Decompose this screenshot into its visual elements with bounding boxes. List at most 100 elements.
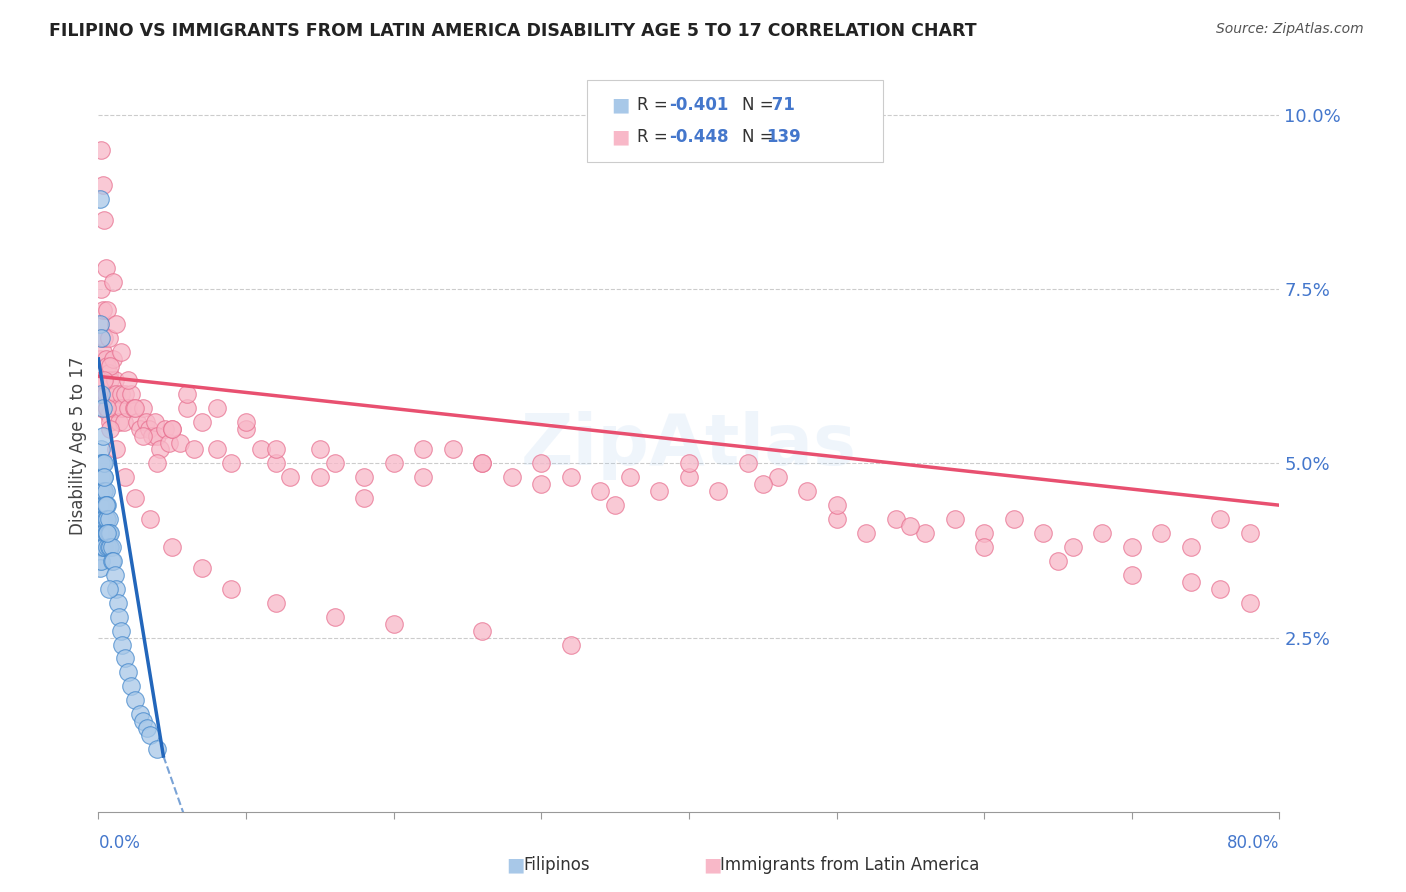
Point — [97, 408, 120, 422]
Point — [139, 728, 162, 742]
Point — [96, 401, 118, 415]
Point — [132, 714, 155, 728]
Point — [191, 561, 214, 575]
Point — [90, 442, 112, 457]
Point — [619, 470, 641, 484]
Point — [105, 317, 128, 331]
Point — [441, 442, 464, 457]
Point — [90, 470, 112, 484]
Point — [138, 421, 160, 435]
Point — [93, 470, 115, 484]
Point — [89, 526, 111, 541]
Point — [93, 373, 115, 387]
Point — [89, 317, 111, 331]
Point — [323, 457, 346, 471]
Point — [678, 470, 700, 484]
Point — [105, 582, 128, 596]
Point — [1032, 526, 1054, 541]
Point — [89, 484, 111, 499]
Point — [1091, 526, 1114, 541]
Point — [825, 512, 848, 526]
Point — [93, 498, 115, 512]
Point — [110, 345, 132, 359]
Point — [91, 512, 114, 526]
Point — [96, 512, 118, 526]
Text: R =: R = — [637, 128, 672, 146]
Point — [96, 526, 118, 541]
Point — [560, 638, 582, 652]
Point — [96, 359, 118, 373]
Text: Immigrants from Latin America: Immigrants from Latin America — [720, 856, 979, 874]
Point — [108, 609, 131, 624]
Point — [97, 540, 120, 554]
Point — [146, 742, 169, 756]
Point — [146, 457, 169, 471]
Point — [943, 512, 966, 526]
Point — [98, 540, 121, 554]
Point — [264, 457, 287, 471]
Point — [90, 484, 112, 499]
Point — [98, 421, 121, 435]
Point — [90, 498, 112, 512]
Text: 71: 71 — [766, 96, 794, 114]
Point — [93, 470, 115, 484]
Point — [1209, 582, 1232, 596]
Point — [264, 596, 287, 610]
Text: -0.401: -0.401 — [669, 96, 728, 114]
Point — [678, 457, 700, 471]
Point — [89, 561, 111, 575]
Point — [1150, 526, 1173, 541]
Point — [97, 582, 120, 596]
Text: 80.0%: 80.0% — [1227, 834, 1279, 852]
Point — [91, 470, 114, 484]
Point — [103, 554, 125, 568]
Point — [122, 401, 145, 415]
Point — [96, 498, 118, 512]
Point — [914, 526, 936, 541]
Point — [108, 415, 131, 429]
Point — [353, 470, 375, 484]
Point — [146, 428, 169, 442]
Point — [89, 351, 111, 366]
Point — [90, 331, 112, 345]
Point — [589, 484, 612, 499]
Point — [117, 665, 139, 680]
Point — [235, 415, 257, 429]
Point — [648, 484, 671, 499]
Point — [90, 143, 112, 157]
Point — [124, 401, 146, 415]
Point — [124, 491, 146, 506]
Y-axis label: Disability Age 5 to 17: Disability Age 5 to 17 — [69, 357, 87, 535]
Point — [143, 415, 166, 429]
Point — [205, 442, 228, 457]
Point — [89, 498, 111, 512]
Point — [98, 373, 121, 387]
Point — [973, 540, 995, 554]
Point — [149, 442, 172, 457]
Point — [90, 526, 112, 541]
Text: FILIPINO VS IMMIGRANTS FROM LATIN AMERICA DISABILITY AGE 5 TO 17 CORRELATION CHA: FILIPINO VS IMMIGRANTS FROM LATIN AMERIC… — [49, 22, 977, 40]
Point — [117, 401, 139, 415]
Point — [89, 386, 111, 401]
Point — [560, 470, 582, 484]
Point — [93, 331, 115, 345]
Point — [176, 401, 198, 415]
Point — [221, 582, 243, 596]
Point — [91, 303, 114, 318]
Point — [132, 401, 155, 415]
Point — [884, 512, 907, 526]
Point — [96, 401, 118, 415]
Point — [382, 457, 405, 471]
Text: -0.448: -0.448 — [669, 128, 728, 146]
Point — [1209, 512, 1232, 526]
Point — [141, 428, 163, 442]
Point — [91, 498, 114, 512]
Point — [1046, 554, 1070, 568]
Point — [100, 540, 122, 554]
Point — [93, 457, 115, 471]
Point — [97, 366, 120, 380]
Point — [93, 526, 115, 541]
Point — [162, 421, 183, 435]
Point — [104, 567, 127, 582]
Point — [530, 477, 553, 491]
